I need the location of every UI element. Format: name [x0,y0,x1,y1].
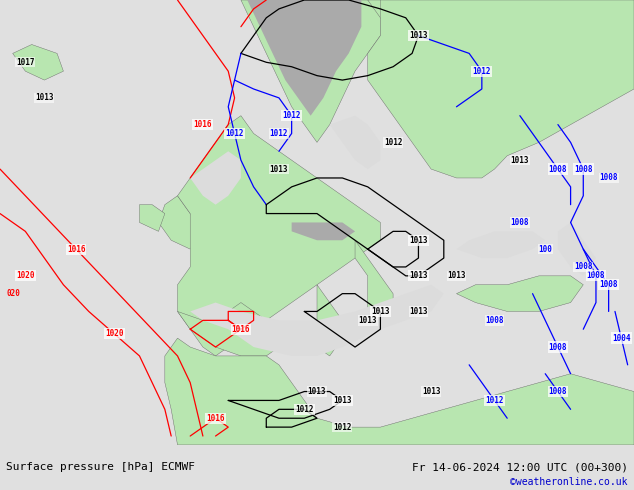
Text: 1016: 1016 [206,414,225,423]
Polygon shape [558,222,596,276]
Text: 1012: 1012 [225,129,244,138]
Polygon shape [165,338,634,445]
Polygon shape [330,116,380,169]
Text: Surface pressure [hPa] ECMWF: Surface pressure [hPa] ECMWF [6,463,195,472]
Polygon shape [247,0,361,116]
Text: 1016: 1016 [193,120,212,129]
Polygon shape [355,240,393,320]
Text: 1012: 1012 [384,138,403,147]
Text: 1020: 1020 [16,271,35,280]
Text: Fr 14-06-2024 12:00 UTC (00+300): Fr 14-06-2024 12:00 UTC (00+300) [411,463,628,472]
Text: 1013: 1013 [358,316,377,325]
Text: 1013: 1013 [422,387,441,396]
Polygon shape [178,302,279,356]
Polygon shape [13,45,63,80]
Text: 1004: 1004 [612,334,631,343]
Text: 1012: 1012 [485,396,504,405]
Text: 1012: 1012 [269,129,288,138]
Text: 1012: 1012 [472,67,491,75]
Text: 1020: 1020 [105,329,124,338]
Text: 1013: 1013 [307,387,327,396]
Text: 1013: 1013 [409,31,428,40]
Text: 1008: 1008 [548,387,567,396]
Text: 1012: 1012 [295,405,314,414]
Polygon shape [368,0,456,89]
Text: ©weatheronline.co.uk: ©weatheronline.co.uk [510,477,628,487]
Text: 1013: 1013 [409,307,428,316]
Text: 1008: 1008 [599,280,618,289]
Polygon shape [292,222,355,240]
Polygon shape [158,196,203,249]
Text: 1012: 1012 [282,111,301,120]
Polygon shape [190,151,241,205]
Text: 1013: 1013 [269,165,288,173]
Text: 1013: 1013 [510,156,529,165]
Polygon shape [190,285,444,356]
Polygon shape [317,285,342,356]
Text: 1016: 1016 [67,245,86,254]
Polygon shape [368,0,634,178]
Polygon shape [241,0,380,143]
Polygon shape [178,116,380,356]
Text: 1008: 1008 [586,271,605,280]
Text: 1008: 1008 [574,165,593,173]
Text: 1013: 1013 [447,271,466,280]
Text: 1012: 1012 [333,422,352,432]
Text: 1008: 1008 [510,218,529,227]
Text: 020: 020 [6,289,20,298]
Polygon shape [456,231,545,258]
Text: 1008: 1008 [548,343,567,351]
Text: 1008: 1008 [485,316,504,325]
Text: 1008: 1008 [574,263,593,271]
Polygon shape [139,205,165,231]
Text: 1008: 1008 [599,173,618,182]
Text: 1016: 1016 [231,325,250,334]
Text: 100: 100 [538,245,552,254]
Text: 1017: 1017 [16,58,35,67]
Text: 1013: 1013 [371,307,390,316]
Text: 1013: 1013 [409,271,428,280]
Text: 1013: 1013 [333,396,352,405]
Polygon shape [456,276,583,312]
Text: 1008: 1008 [548,165,567,173]
Text: 1013: 1013 [409,236,428,245]
Text: 1013: 1013 [35,94,54,102]
